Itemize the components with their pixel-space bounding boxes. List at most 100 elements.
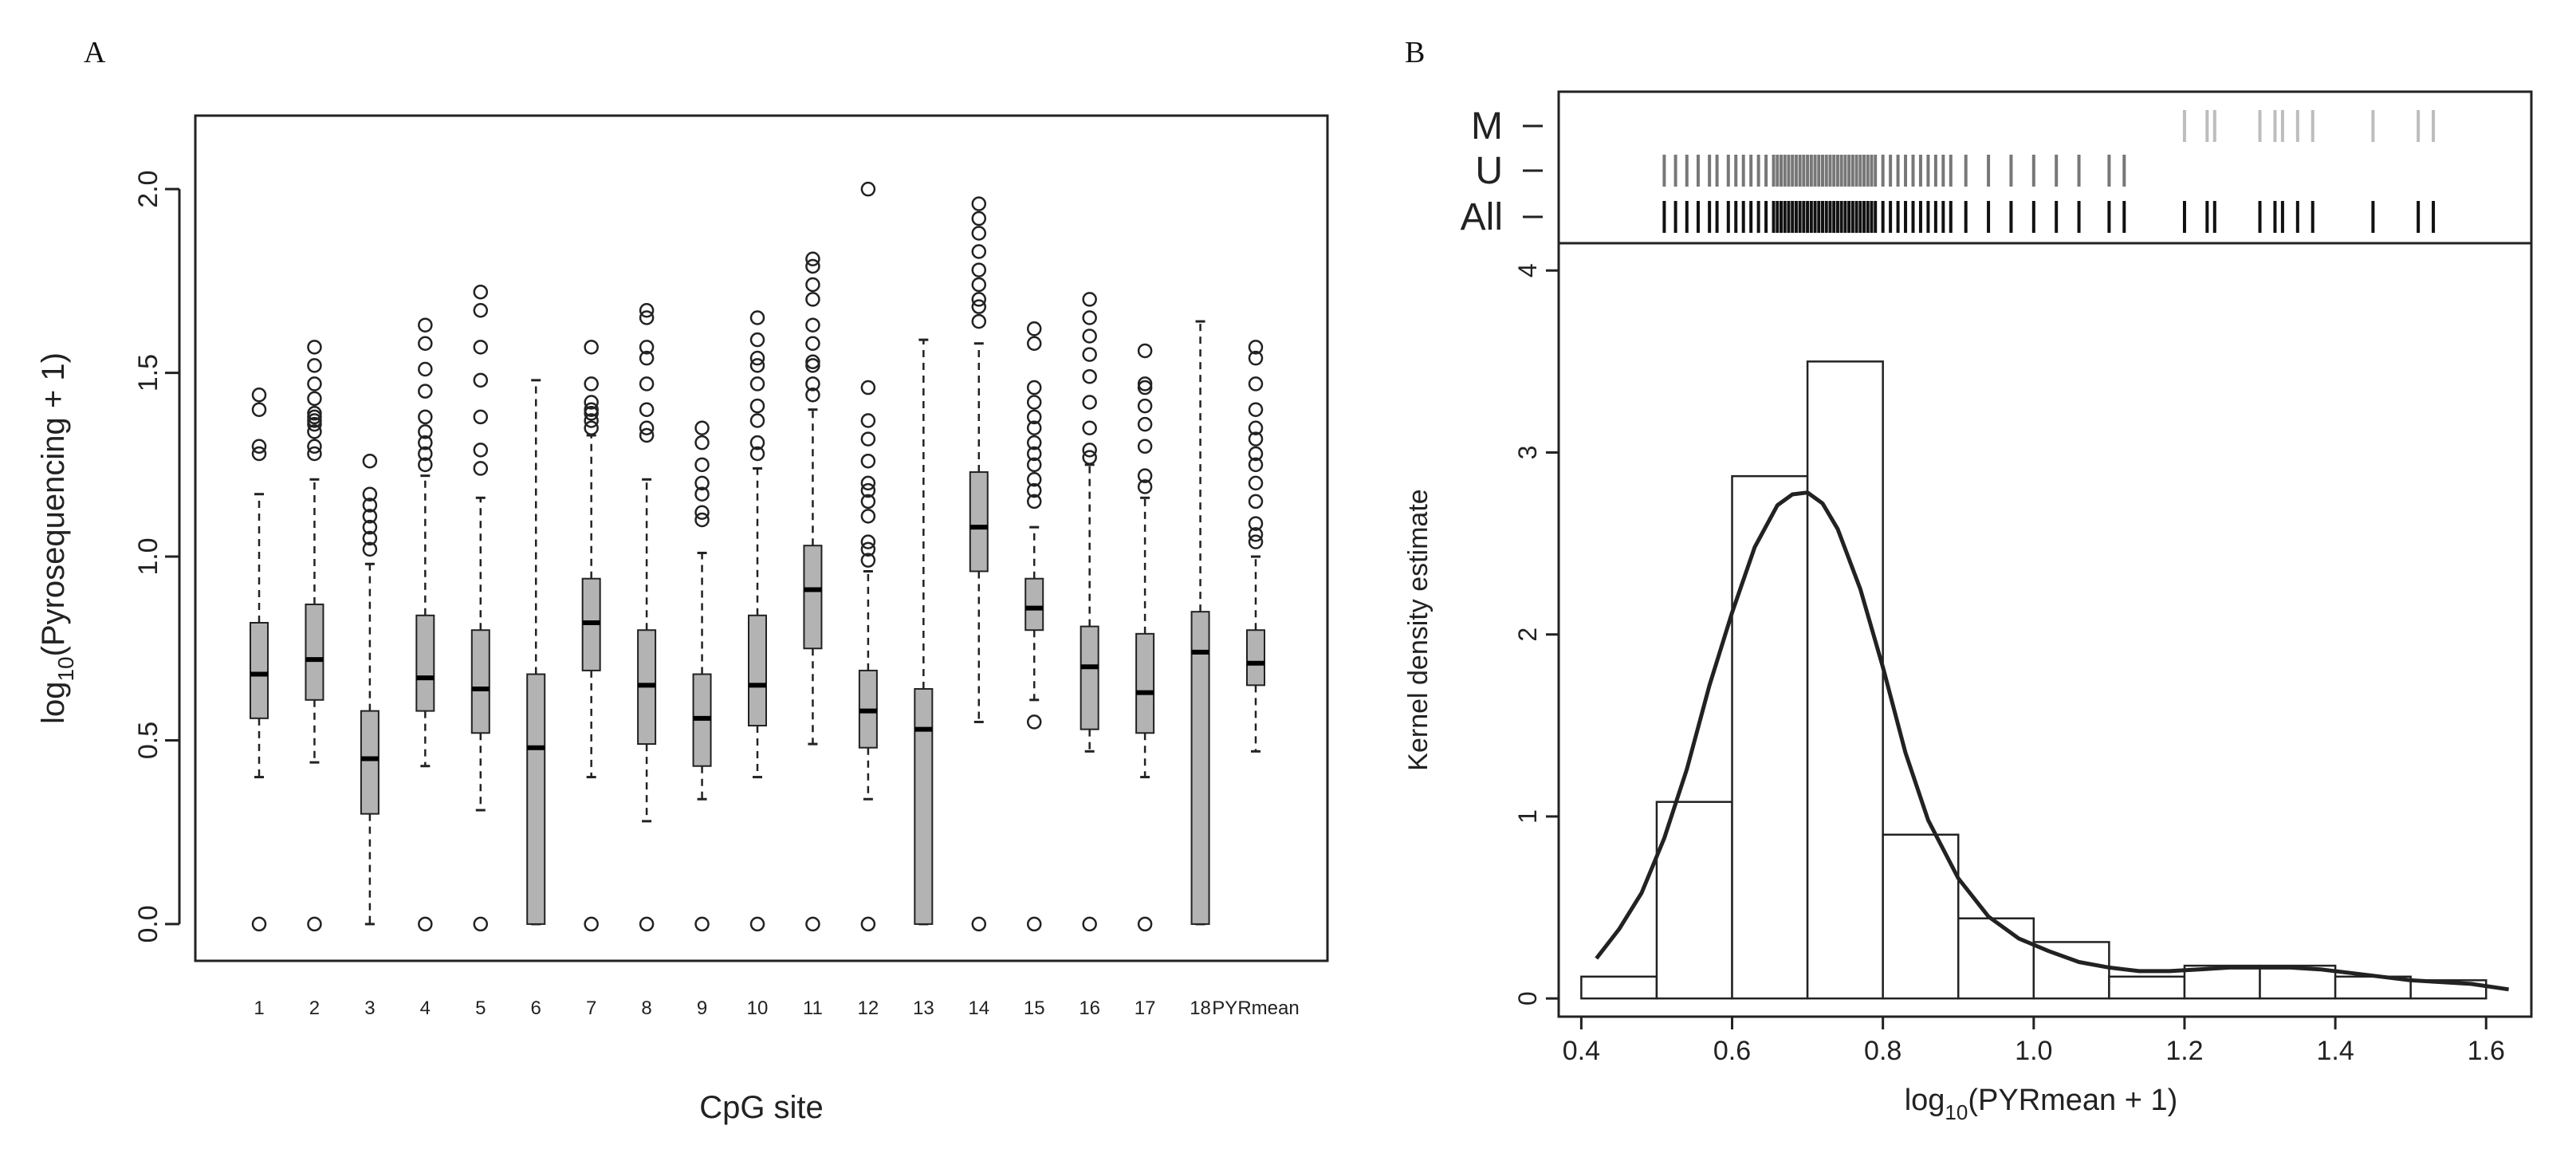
histogram-x-tick-label: 1.6 xyxy=(2468,1036,2505,1066)
outlier-point xyxy=(418,384,433,399)
outlier-point xyxy=(307,916,322,932)
outlier-point xyxy=(473,409,489,425)
outlier-point xyxy=(1026,494,1042,510)
outlier-point xyxy=(362,453,378,469)
outlier-point xyxy=(1026,435,1042,451)
outlier-point xyxy=(1248,420,1264,435)
box-group xyxy=(250,388,269,932)
outlier-point xyxy=(1026,714,1042,730)
outlier-point xyxy=(1137,343,1153,359)
outlier-point xyxy=(1137,439,1153,455)
outlier-point xyxy=(1082,368,1097,384)
outlier-point xyxy=(805,317,820,333)
outlier-point xyxy=(971,313,987,329)
outlier-point xyxy=(749,350,765,366)
histogram-bar xyxy=(1957,917,2035,1000)
outlier-point xyxy=(1026,457,1042,473)
outlier-point xyxy=(749,398,765,414)
outlier-point xyxy=(971,226,987,241)
histogram-frame xyxy=(1557,242,2533,1018)
outlier-point xyxy=(1026,409,1042,425)
boxplot-y-tick-label: 1.0 xyxy=(133,537,163,575)
outlier-point xyxy=(694,916,710,932)
outlier-point xyxy=(251,916,267,932)
boxplot-y-tick-label: 2.0 xyxy=(133,171,163,208)
outlier-point xyxy=(971,292,987,307)
outlier-point xyxy=(971,299,987,314)
histogram-x-tick-label: 0.8 xyxy=(1864,1036,1902,1066)
box-group xyxy=(1135,343,1155,932)
histogram-bar xyxy=(2334,975,2412,1000)
panel-b-label: B xyxy=(1405,36,1425,69)
box-group xyxy=(581,340,601,932)
outlier-point xyxy=(860,413,876,428)
iqr-box xyxy=(803,545,823,650)
outlier-point xyxy=(1026,336,1042,351)
boxplot-y-title-main: log xyxy=(36,682,71,724)
outlier-point xyxy=(307,439,322,455)
outlier-point xyxy=(307,340,322,355)
boxplot-y-title-sub: 10 xyxy=(53,656,78,681)
outlier-point xyxy=(362,509,378,524)
outlier-point xyxy=(1248,350,1264,366)
outlier-point xyxy=(1026,482,1042,498)
outlier-point xyxy=(1082,916,1097,932)
outlier-point xyxy=(473,916,489,932)
outlier-point xyxy=(805,388,820,403)
outlier-point xyxy=(694,457,710,473)
outlier-point xyxy=(1082,395,1097,410)
outlier-point xyxy=(584,402,599,417)
outlier-point xyxy=(1248,516,1264,531)
histogram-x-title-rest: (PYRmean + 1) xyxy=(1968,1084,2177,1117)
outlier-point xyxy=(1026,395,1042,410)
outlier-point xyxy=(639,427,655,443)
outlier-point xyxy=(473,372,489,388)
outlier-point xyxy=(584,413,599,428)
histogram-bar xyxy=(2108,975,2186,1000)
boxplot-x-tick-label: 3 xyxy=(364,998,375,1019)
outlier-point xyxy=(639,340,655,355)
kde-curve-group xyxy=(1595,490,2509,992)
outlier-point xyxy=(1137,416,1153,432)
iqr-box xyxy=(748,614,767,727)
outlier-point xyxy=(805,916,820,932)
rug-row-label: All xyxy=(1461,196,1503,238)
outlier-point xyxy=(749,446,765,462)
outlier-point xyxy=(1248,340,1264,355)
outlier-point xyxy=(418,336,433,351)
outlier-point xyxy=(749,310,765,325)
iqr-box xyxy=(250,622,269,719)
histogram-x-axis-title: log10(PYRmean + 1) xyxy=(1905,1084,2178,1124)
boxplot-x-axis-title: CpG site xyxy=(699,1090,824,1125)
histogram-bar xyxy=(1731,474,1809,1000)
boxplot-x-tick-label: 15 xyxy=(1024,998,1045,1019)
outlier-point xyxy=(694,475,710,491)
histogram-bar xyxy=(1882,833,1960,1000)
outlier-point xyxy=(418,361,433,377)
boxplot-x-tick-label: 16 xyxy=(1079,998,1100,1019)
outlier-point xyxy=(418,457,433,473)
outlier-point xyxy=(1026,380,1042,395)
histogram-bars xyxy=(1580,360,2488,1000)
outlier-point xyxy=(1026,446,1042,462)
outlier-point xyxy=(251,439,267,455)
outlier-point xyxy=(1082,347,1097,362)
outlier-point xyxy=(749,376,765,392)
boxplot-x-tick-label: 10 xyxy=(747,998,769,1019)
outlier-point xyxy=(1248,494,1264,510)
boxplot-x-tick-label: 4 xyxy=(420,998,431,1019)
outlier-point xyxy=(639,310,655,325)
outlier-point xyxy=(1082,329,1097,344)
iqr-box xyxy=(914,687,934,925)
histogram-bar xyxy=(1806,360,1884,1000)
outlier-point xyxy=(1248,446,1264,462)
box-group xyxy=(858,181,878,932)
boxplot-x-tick-label: 17 xyxy=(1135,998,1156,1019)
histogram-y-tick-label: 0 xyxy=(1513,991,1542,1005)
outlier-point xyxy=(584,395,599,410)
iqr-box xyxy=(470,629,490,734)
boxplot-x-axis: 1 2 3 4 5 6 7 8 9 10 11 12 13 14 15 16 17 18 PYRmean xyxy=(254,998,1299,1019)
outlier-point xyxy=(362,486,378,502)
outlier-point xyxy=(418,446,433,462)
